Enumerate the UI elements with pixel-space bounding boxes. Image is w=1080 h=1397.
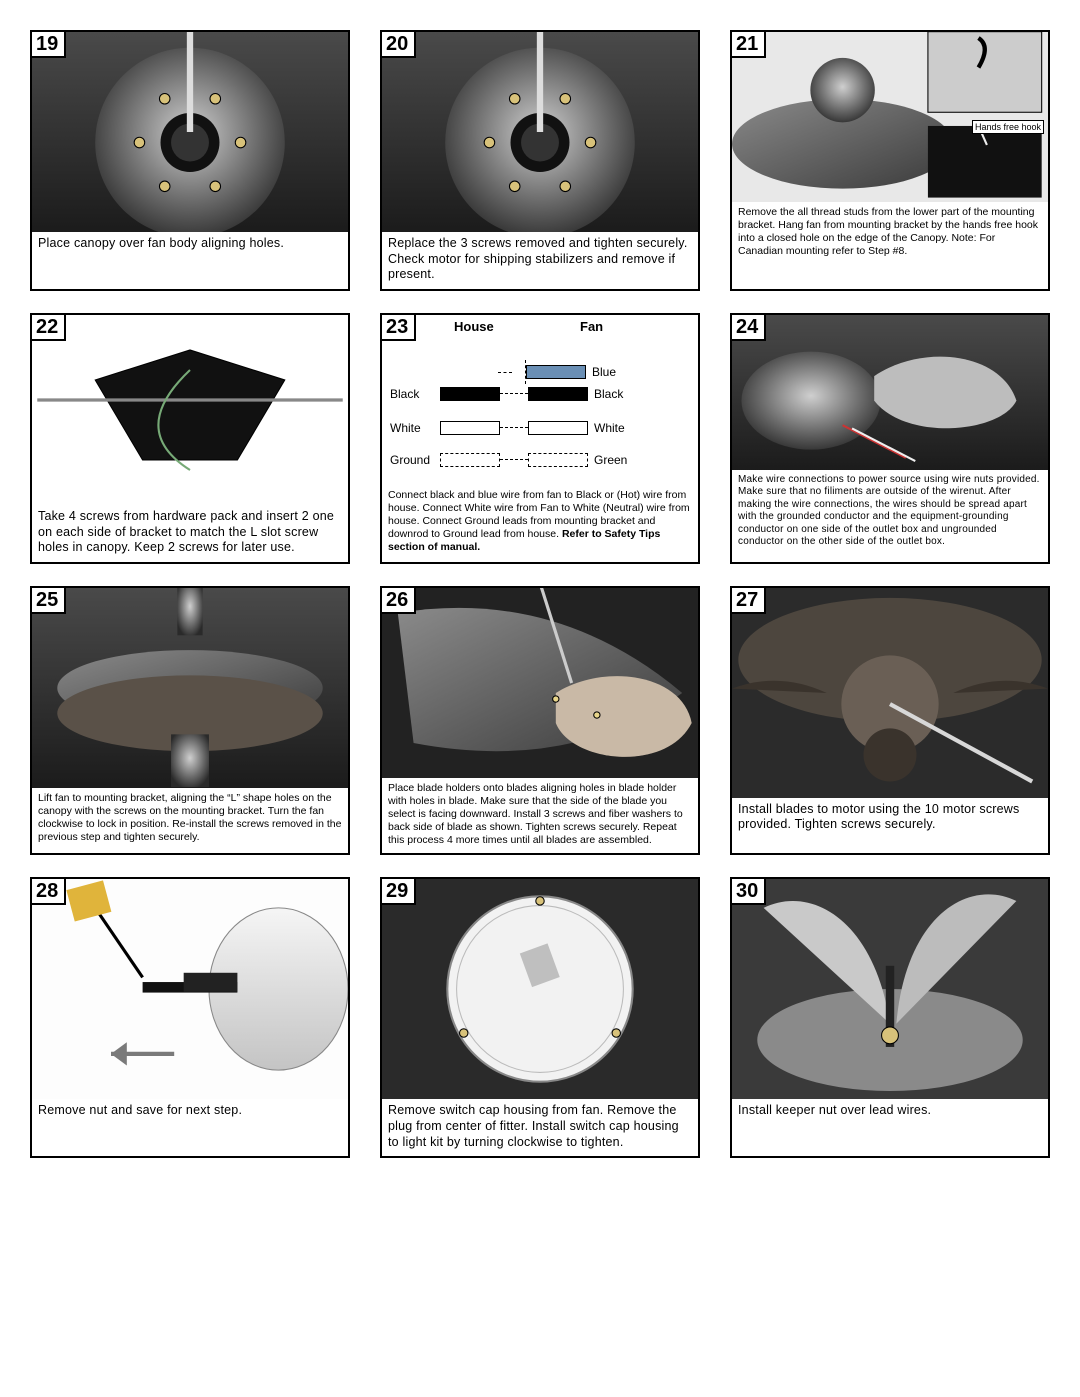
step-20: 20 Replace the 3 screws removed and tigh… (380, 30, 700, 291)
step-photo (732, 879, 1048, 1099)
wiring-row: Black Black (390, 385, 690, 403)
step-number: 24 (732, 315, 766, 341)
wiring-diagram: House Fan Blue Black Black White White G… (382, 315, 698, 485)
wiring-col-house: House (454, 319, 494, 334)
wire-label-right: Black (594, 387, 639, 401)
step-30: 30 Install keeper nut over lead wires. (730, 877, 1050, 1158)
step-number: 23 (382, 315, 416, 341)
step-caption: Place blade holders onto blades aligning… (382, 778, 698, 854)
step-28: 28 Remove nut and save for next step. (30, 877, 350, 1158)
step-22: 22 Take 4 screws from hardware pack and … (30, 313, 350, 564)
step-19: 19 Place canopy over fan body aligning h… (30, 30, 350, 291)
wire-label-left: Black (390, 387, 440, 401)
step-number: 30 (732, 879, 766, 905)
step-photo (382, 588, 698, 778)
step-caption: Install blades to motor using the 10 mot… (732, 798, 1048, 839)
step-number: 28 (32, 879, 66, 905)
wiring-row: White White (390, 419, 690, 437)
wire-label-right: Green (594, 453, 639, 467)
wiring-row: Ground Green (390, 451, 690, 469)
step-caption: Place canopy over fan body aligning hole… (32, 232, 348, 258)
step-photo (732, 315, 1048, 470)
step-caption: Remove nut and save for next step. (32, 1099, 348, 1125)
wire-label-left: White (390, 421, 440, 435)
step-number: 25 (32, 588, 66, 614)
step-caption: Install keeper nut over lead wires. (732, 1099, 1048, 1125)
wire-label-left: Ground (390, 453, 440, 467)
step-photo (732, 588, 1048, 798)
step-number: 26 (382, 588, 416, 614)
instruction-grid: 19 Place canopy over fan body aligning h… (30, 30, 1050, 1158)
step-caption: Replace the 3 screws removed and tighten… (382, 232, 698, 289)
step-number: 27 (732, 588, 766, 614)
step-number: 19 (32, 32, 66, 58)
step-photo (382, 879, 698, 1099)
step-caption: Take 4 screws from hardware pack and ins… (32, 505, 348, 562)
step-photo (382, 32, 698, 232)
step-photo (32, 32, 348, 232)
step-photo (32, 315, 348, 505)
step-photo (32, 879, 348, 1099)
step-23: 23 House Fan Blue Black Black White Whit… (380, 313, 700, 564)
step-25: 25 Lift fan to mounting bracket, alignin… (30, 586, 350, 856)
step-caption: Lift fan to mounting bracket, aligning t… (32, 788, 348, 851)
step-caption: Connect black and blue wire from fan to … (382, 485, 698, 561)
step-number: 22 (32, 315, 66, 341)
step-photo (732, 32, 1048, 202)
step-21: 21 Hands free hook Remove the all thread… (730, 30, 1050, 291)
step-26: 26 Place blade holders onto blades align… (380, 586, 700, 856)
wiring-row: Blue (390, 363, 690, 381)
step-24: 24 Make wire connections to power source… (730, 313, 1050, 564)
wire-label-right: Blue (592, 365, 637, 379)
step-29: 29 Remove switch cap housing from fan. R… (380, 877, 700, 1158)
step-caption: Remove switch cap housing from fan. Remo… (382, 1099, 698, 1156)
step-number: 21 (732, 32, 766, 58)
step-caption: Make wire connections to power source us… (732, 470, 1048, 555)
step-caption: Remove the all thread studs from the low… (732, 202, 1048, 265)
step-27: 27 Install blades to motor using the 10 … (730, 586, 1050, 856)
inset-label: Hands free hook (972, 120, 1044, 134)
step-number: 20 (382, 32, 416, 58)
wire-label-right: White (594, 421, 639, 435)
wiring-col-fan: Fan (580, 319, 603, 334)
step-photo (32, 588, 348, 788)
step-number: 29 (382, 879, 416, 905)
